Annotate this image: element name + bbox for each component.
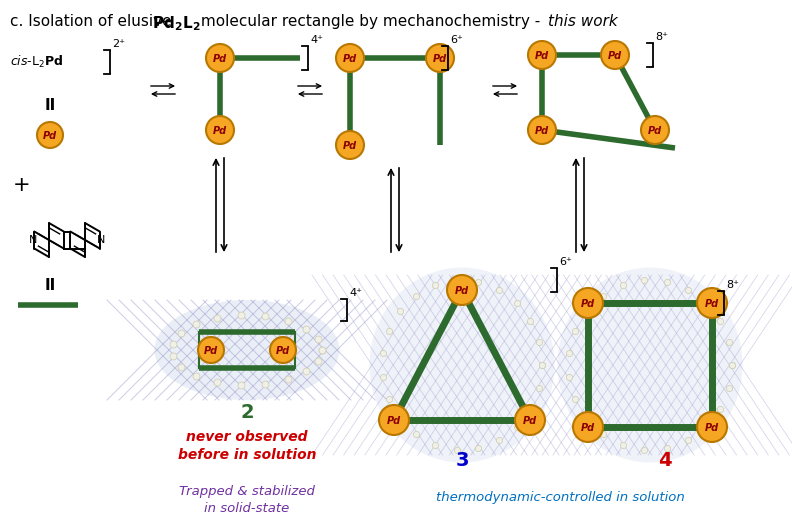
Text: 6⁺: 6⁺ xyxy=(559,257,572,267)
Text: 8⁺: 8⁺ xyxy=(655,32,668,42)
Circle shape xyxy=(336,44,364,72)
Circle shape xyxy=(379,405,409,435)
Text: Pd: Pd xyxy=(523,416,537,426)
Circle shape xyxy=(601,41,629,69)
Circle shape xyxy=(641,116,669,144)
Text: molecular rectangle by mechanochemistry -: molecular rectangle by mechanochemistry … xyxy=(196,14,545,29)
Text: 6⁺: 6⁺ xyxy=(450,35,463,45)
Text: N: N xyxy=(29,235,37,245)
Text: never observed
before in solution: never observed before in solution xyxy=(177,430,316,462)
Text: 2⁺: 2⁺ xyxy=(112,39,125,49)
Ellipse shape xyxy=(154,300,340,400)
Text: Pd: Pd xyxy=(387,416,401,426)
Ellipse shape xyxy=(370,268,554,462)
Circle shape xyxy=(206,44,234,72)
Text: Trapped & stabilized
in solid-state: Trapped & stabilized in solid-state xyxy=(179,485,315,515)
Text: 3: 3 xyxy=(455,451,469,470)
Text: thermodynamic-controlled in solution: thermodynamic-controlled in solution xyxy=(436,491,684,503)
Text: +: + xyxy=(13,175,31,195)
Circle shape xyxy=(573,288,603,318)
Text: Pd: Pd xyxy=(535,126,549,136)
Text: II: II xyxy=(44,97,55,112)
Text: Pd: Pd xyxy=(433,54,447,64)
Text: 8⁺: 8⁺ xyxy=(726,280,739,290)
Text: Pd: Pd xyxy=(705,423,719,433)
Text: Pd: Pd xyxy=(343,141,357,151)
Circle shape xyxy=(515,405,545,435)
Circle shape xyxy=(697,288,727,318)
Text: Pd: Pd xyxy=(343,54,357,64)
Circle shape xyxy=(270,337,296,363)
Text: Pd: Pd xyxy=(455,286,469,296)
Text: Pd: Pd xyxy=(608,51,622,61)
Circle shape xyxy=(198,337,224,363)
Text: Pd: Pd xyxy=(648,126,662,136)
Circle shape xyxy=(206,116,234,144)
Text: II: II xyxy=(44,278,55,293)
Text: Pd: Pd xyxy=(213,126,227,136)
Text: $\mathbf{Pd_2L_2}$: $\mathbf{Pd_2L_2}$ xyxy=(152,14,200,32)
Text: Pd: Pd xyxy=(43,131,57,141)
Text: 4: 4 xyxy=(658,451,672,470)
Text: 4⁺: 4⁺ xyxy=(310,35,323,45)
Text: this work: this work xyxy=(548,14,618,29)
Circle shape xyxy=(697,412,727,442)
Circle shape xyxy=(447,275,477,305)
Text: Pd: Pd xyxy=(705,299,719,309)
Text: Pd: Pd xyxy=(204,346,218,356)
Text: Pd: Pd xyxy=(213,54,227,64)
Circle shape xyxy=(528,41,556,69)
Circle shape xyxy=(573,412,603,442)
Text: Pd: Pd xyxy=(535,51,549,61)
Text: $\it{cis}$-L$_2$$\mathbf{Pd}$: $\it{cis}$-L$_2$$\mathbf{Pd}$ xyxy=(10,54,63,70)
Text: Pd: Pd xyxy=(581,299,595,309)
Text: 4⁺: 4⁺ xyxy=(349,288,362,298)
Text: c. Isolation of elusive: c. Isolation of elusive xyxy=(10,14,177,29)
Circle shape xyxy=(528,116,556,144)
Circle shape xyxy=(426,44,454,72)
Circle shape xyxy=(336,131,364,159)
Circle shape xyxy=(37,122,63,148)
Text: Pd: Pd xyxy=(276,346,290,356)
Ellipse shape xyxy=(558,268,743,462)
Text: 2: 2 xyxy=(240,403,253,421)
Text: N: N xyxy=(97,235,105,245)
Text: Pd: Pd xyxy=(581,423,595,433)
